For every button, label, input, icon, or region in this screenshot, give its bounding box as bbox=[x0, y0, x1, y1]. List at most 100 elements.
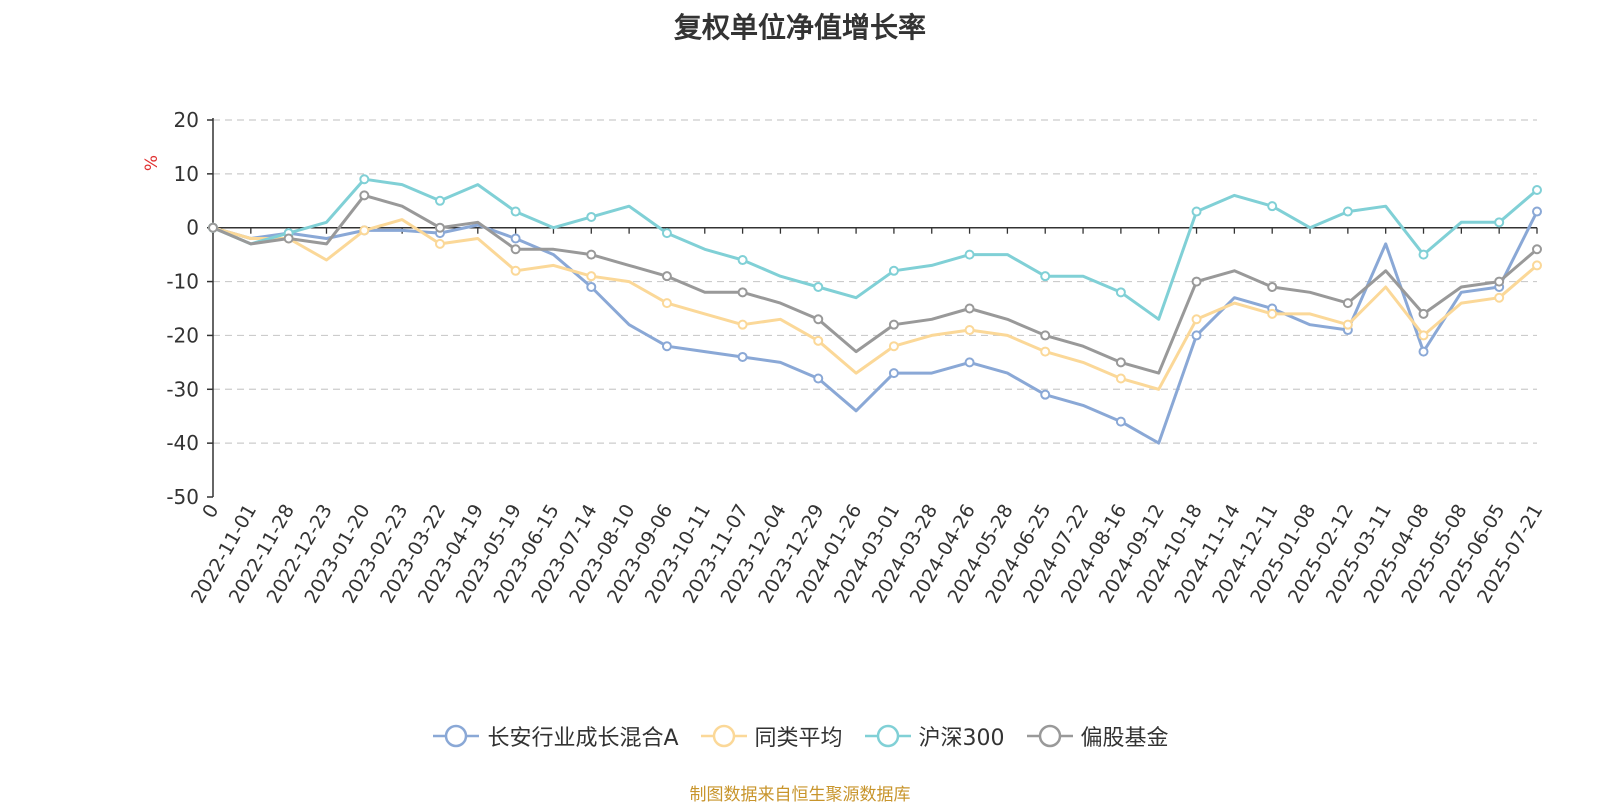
y-tick-label: -30 bbox=[166, 377, 199, 401]
data-point bbox=[1342, 298, 1353, 309]
axis-layer bbox=[207, 118, 1538, 498]
data-point bbox=[964, 357, 975, 368]
data-point bbox=[1418, 346, 1429, 357]
data-point bbox=[1532, 185, 1542, 196]
legend-swatch bbox=[864, 724, 911, 748]
data-point bbox=[1115, 357, 1126, 368]
data-point bbox=[1040, 389, 1051, 400]
data-point bbox=[661, 228, 672, 239]
legend-label: 同类平均 bbox=[754, 726, 843, 751]
legend-swatch-marker bbox=[445, 724, 468, 748]
legend-swatch-marker bbox=[876, 724, 899, 748]
data-point bbox=[510, 233, 521, 244]
data-point bbox=[1418, 249, 1429, 260]
data-point bbox=[1342, 206, 1353, 217]
y-tick-label: -10 bbox=[166, 270, 199, 294]
data-point bbox=[1418, 330, 1429, 341]
data-point bbox=[737, 287, 748, 298]
data-point bbox=[813, 335, 824, 346]
data-point bbox=[434, 238, 445, 249]
grid-layer bbox=[213, 119, 1537, 444]
data-point bbox=[208, 222, 218, 233]
data-point bbox=[888, 319, 899, 330]
data-point bbox=[586, 249, 597, 260]
data-point bbox=[737, 351, 748, 362]
data-point bbox=[1115, 416, 1126, 427]
data-point bbox=[1115, 373, 1126, 384]
data-point bbox=[359, 225, 370, 236]
data-point bbox=[510, 244, 521, 255]
data-point bbox=[1494, 292, 1505, 303]
data-point bbox=[1191, 314, 1202, 325]
data-point bbox=[510, 265, 521, 276]
data-point bbox=[888, 368, 899, 379]
data-point bbox=[1532, 206, 1542, 217]
data-point bbox=[1532, 244, 1542, 255]
legend-item[interactable]: 偏股基金 bbox=[1025, 720, 1169, 752]
data-point bbox=[1040, 330, 1051, 341]
y-tick-label: 10 bbox=[174, 162, 199, 186]
data-point bbox=[1115, 287, 1126, 298]
y-tick-label: -50 bbox=[166, 485, 199, 509]
data-point bbox=[737, 319, 748, 330]
y-tick-label: 0 bbox=[186, 216, 199, 240]
legend-item[interactable]: 长安行业成长混合A bbox=[431, 720, 679, 752]
data-point bbox=[1494, 276, 1505, 287]
data-point bbox=[964, 303, 975, 314]
data-point bbox=[964, 325, 975, 336]
data-point bbox=[283, 233, 294, 244]
data-point bbox=[359, 190, 370, 201]
y-tick-label: 20 bbox=[174, 108, 199, 132]
legend-swatch bbox=[700, 724, 747, 748]
data-point bbox=[888, 265, 899, 276]
data-point bbox=[1040, 271, 1051, 282]
data-point bbox=[661, 341, 672, 352]
y-axis-label: % bbox=[142, 155, 162, 171]
legend-label: 沪深300 bbox=[918, 726, 1005, 751]
label-layer: 20100-10-20-30-40-50%02022-11-012022-11-… bbox=[142, 108, 1547, 607]
data-point bbox=[434, 195, 445, 206]
data-point bbox=[737, 255, 748, 266]
data-point bbox=[586, 281, 597, 292]
data-point bbox=[1191, 276, 1202, 287]
data-point bbox=[1494, 217, 1505, 228]
legend-swatch bbox=[1026, 724, 1073, 748]
data-point bbox=[888, 341, 899, 352]
legend-label: 长安行业成长混合A bbox=[487, 726, 679, 751]
data-point bbox=[1191, 206, 1202, 217]
data-point bbox=[1191, 330, 1202, 341]
data-point bbox=[434, 222, 445, 233]
series-layer bbox=[208, 174, 1542, 445]
legend-swatch bbox=[433, 724, 480, 748]
y-tick-label: -40 bbox=[166, 431, 199, 455]
source-note: 制图数据来自恒生聚源数据库 bbox=[689, 785, 911, 805]
data-point bbox=[1267, 308, 1278, 319]
legend-item[interactable]: 沪深300 bbox=[863, 720, 1005, 752]
data-point bbox=[1267, 281, 1278, 292]
series-line bbox=[212, 177, 1538, 321]
chart-title: 复权单位净值增长率 bbox=[673, 11, 926, 44]
data-point bbox=[510, 206, 521, 217]
data-point bbox=[586, 211, 597, 222]
data-point bbox=[813, 281, 824, 292]
data-point bbox=[661, 271, 672, 282]
legend: 长安行业成长混合A 同类平均 沪深300 偏股基金 bbox=[0, 720, 1600, 752]
data-point bbox=[359, 174, 370, 185]
series-line bbox=[212, 218, 1538, 391]
data-point bbox=[813, 373, 824, 384]
legend-item[interactable]: 同类平均 bbox=[699, 720, 843, 752]
series-line bbox=[212, 210, 1539, 445]
data-point bbox=[1532, 260, 1542, 271]
data-point bbox=[1342, 319, 1353, 330]
data-point bbox=[586, 271, 597, 282]
legend-label: 偏股基金 bbox=[1080, 726, 1169, 751]
legend-swatch-marker bbox=[1038, 724, 1061, 748]
legend-swatch-marker bbox=[712, 724, 735, 748]
data-point bbox=[813, 314, 824, 325]
x-tick-label: 0 bbox=[198, 501, 223, 522]
y-tick-label: -20 bbox=[166, 323, 199, 347]
data-point bbox=[1040, 346, 1051, 357]
data-point bbox=[964, 249, 975, 260]
